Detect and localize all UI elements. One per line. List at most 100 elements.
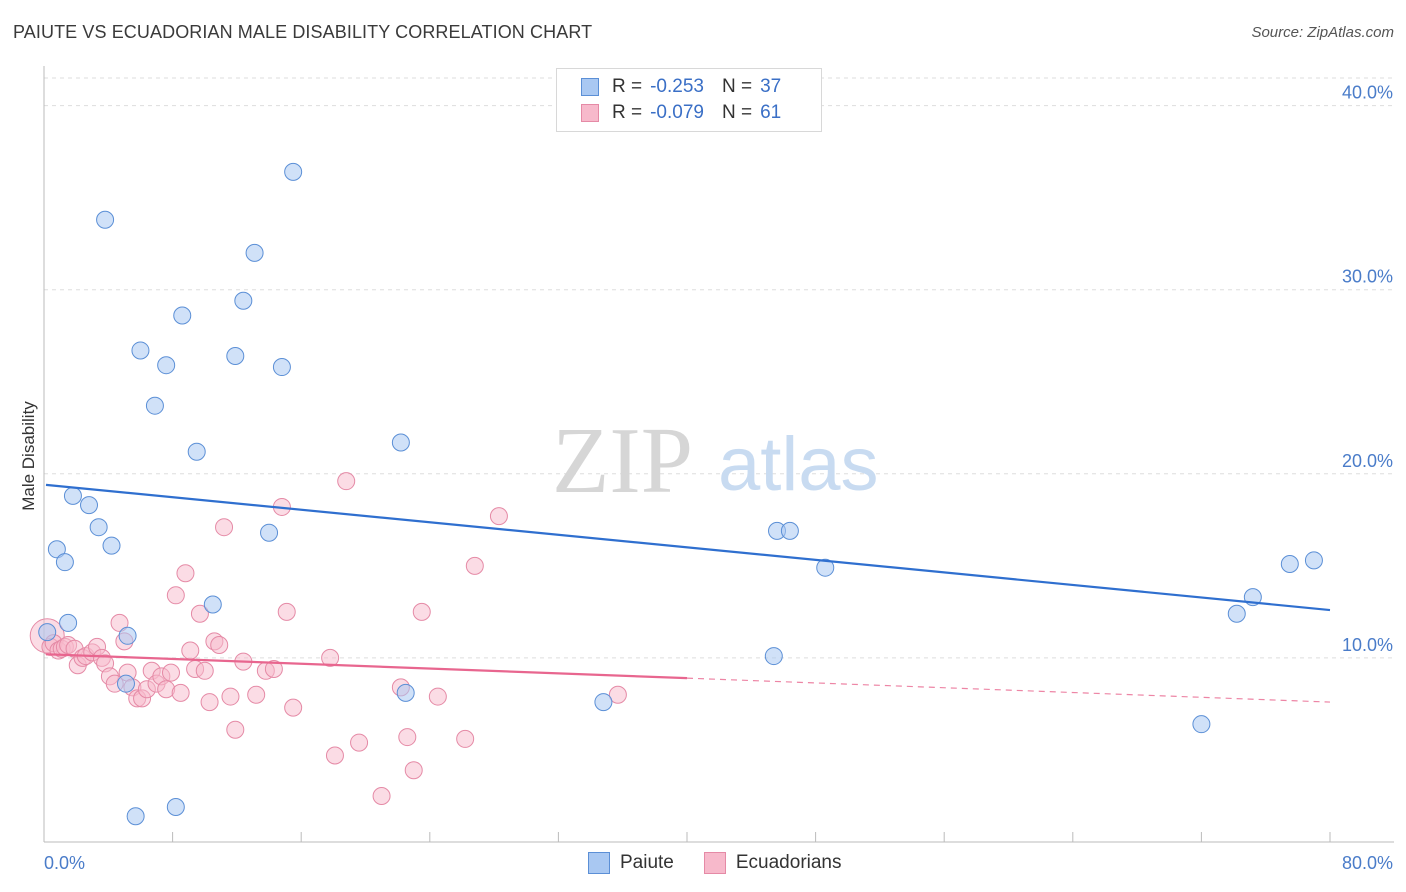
legend-item-ecuadorians[interactable]: Ecuadorians <box>703 852 842 874</box>
ecuadorians-point <box>428 687 447 706</box>
ecuadorians-point <box>412 602 431 621</box>
paiute-point <box>272 358 291 377</box>
paiute-point <box>245 243 264 262</box>
ecuadorians-point <box>181 641 200 660</box>
grid-lines <box>44 77 1394 659</box>
ecuadorians-point <box>195 661 214 680</box>
paiute-point <box>396 683 415 702</box>
series-legend: Paiute Ecuadorians <box>588 852 872 874</box>
paiute-point <box>96 210 115 229</box>
paiute-point <box>47 540 66 559</box>
paiute-point <box>764 647 783 666</box>
ecuadorians-point <box>190 604 209 623</box>
y-axis-label: Male Disability <box>19 401 38 511</box>
legend-r-value: -0.253 <box>650 76 704 97</box>
y-tick-label: 30.0% <box>1342 267 1393 287</box>
legend-swatch-paiute <box>588 852 610 874</box>
ecuadorians-point <box>284 698 303 717</box>
legend-r-value: -0.079 <box>650 102 704 123</box>
x-tick-label: 0.0% <box>44 853 85 873</box>
ecuadorians-point <box>210 636 229 655</box>
paiute-point <box>780 521 799 540</box>
legend-n-label: N = <box>721 102 753 123</box>
paiute-point <box>145 396 164 415</box>
legend-swatch-ecuadorians <box>581 104 599 122</box>
watermark-zip: ZIP <box>552 409 693 513</box>
ecuadorians-points <box>29 472 627 805</box>
ecuadorians-point <box>277 602 296 621</box>
axis-labels: 10.0% 20.0% 30.0% 40.0% 0.0% 80.0% Male Disabi… <box>19 83 1393 873</box>
paiute-point <box>89 518 108 537</box>
paiute-point <box>234 291 253 310</box>
legend-swatch-ecuadorians <box>703 852 726 874</box>
legend-n-value: 61 <box>760 102 782 123</box>
ecuadorians-point <box>161 663 180 682</box>
paiute-trend-line <box>45 483 1331 612</box>
ecuadorians-point <box>372 786 391 805</box>
legend-n-label: N = <box>721 76 753 97</box>
legend-label-ecuadorians: Ecuadorians <box>735 852 842 873</box>
paiute-point <box>55 553 74 572</box>
paiute-point <box>284 162 303 181</box>
ecuadorians-point <box>398 728 417 747</box>
paiute-points <box>38 162 1323 826</box>
legend-row-ecuadorians: R = -0.079 N = 61 <box>581 100 781 126</box>
ecuadorians-point <box>325 746 344 765</box>
paiute-point <box>166 798 185 817</box>
paiute-point <box>131 341 150 360</box>
legend-r-label: R = <box>612 76 643 97</box>
axes <box>43 66 1394 843</box>
legend-n-value: 37 <box>760 76 782 97</box>
paiute-point <box>63 486 82 505</box>
paiute-point <box>226 346 245 365</box>
ecuadorians-point <box>171 683 190 702</box>
paiute-point <box>816 558 835 577</box>
ecuadorians-point <box>215 518 234 537</box>
ecuadorians-point <box>337 472 356 491</box>
ecuadorians-point <box>110 613 129 632</box>
paiute-point <box>157 356 176 375</box>
paiute-point <box>38 623 57 642</box>
paiute-point <box>59 613 78 632</box>
ecuadorians-point <box>350 733 369 752</box>
ecuadorians-point <box>608 685 627 704</box>
legend-r-label: R = <box>612 102 643 123</box>
trend-lines <box>45 483 1331 703</box>
paiute-point <box>118 626 137 645</box>
ecuadorians-point <box>465 556 484 575</box>
ecuadorians-point <box>166 586 185 605</box>
y-tick-label: 40.0% <box>1342 83 1393 103</box>
x-tick-label: 80.0% <box>1342 853 1393 873</box>
ecuadorians-point <box>321 648 340 667</box>
ecuadorians-trend-extension <box>686 677 1331 703</box>
paiute-point <box>203 595 222 614</box>
paiute-point <box>116 674 135 693</box>
ecuadorians-point <box>264 659 283 678</box>
ecuadorians-point <box>456 729 475 748</box>
y-tick-label: 10.0% <box>1342 635 1393 655</box>
paiute-point <box>187 442 206 461</box>
paiute-point <box>594 693 613 712</box>
source-label: Source: ZipAtlas.com <box>1251 24 1394 41</box>
ecuadorians-point <box>221 687 240 706</box>
paiute-point <box>260 523 279 542</box>
watermark: ZIP atlas <box>552 409 879 513</box>
watermark-atlas: atlas <box>718 422 879 507</box>
paiute-point <box>126 807 145 826</box>
y-tick-label: 20.0% <box>1342 451 1393 471</box>
ecuadorians-trend-line <box>45 653 688 680</box>
legend-swatch-paiute <box>581 78 599 96</box>
paiute-point <box>1192 715 1211 734</box>
paiute-point <box>1304 551 1323 570</box>
ecuadorians-point <box>176 564 195 583</box>
correlation-legend: R = -0.253 N = 37 R = -0.079 N = 61 <box>556 68 822 132</box>
legend-item-paiute[interactable]: Paiute <box>588 852 674 874</box>
paiute-point <box>1280 555 1299 574</box>
ecuadorians-point <box>404 761 423 780</box>
chart-title: PAIUTE VS ECUADORIAN MALE DISABILITY COR… <box>13 22 593 42</box>
paiute-point <box>1227 604 1246 623</box>
ecuadorians-point <box>247 685 266 704</box>
ecuadorians-point <box>489 507 508 526</box>
paiute-point <box>102 536 121 555</box>
